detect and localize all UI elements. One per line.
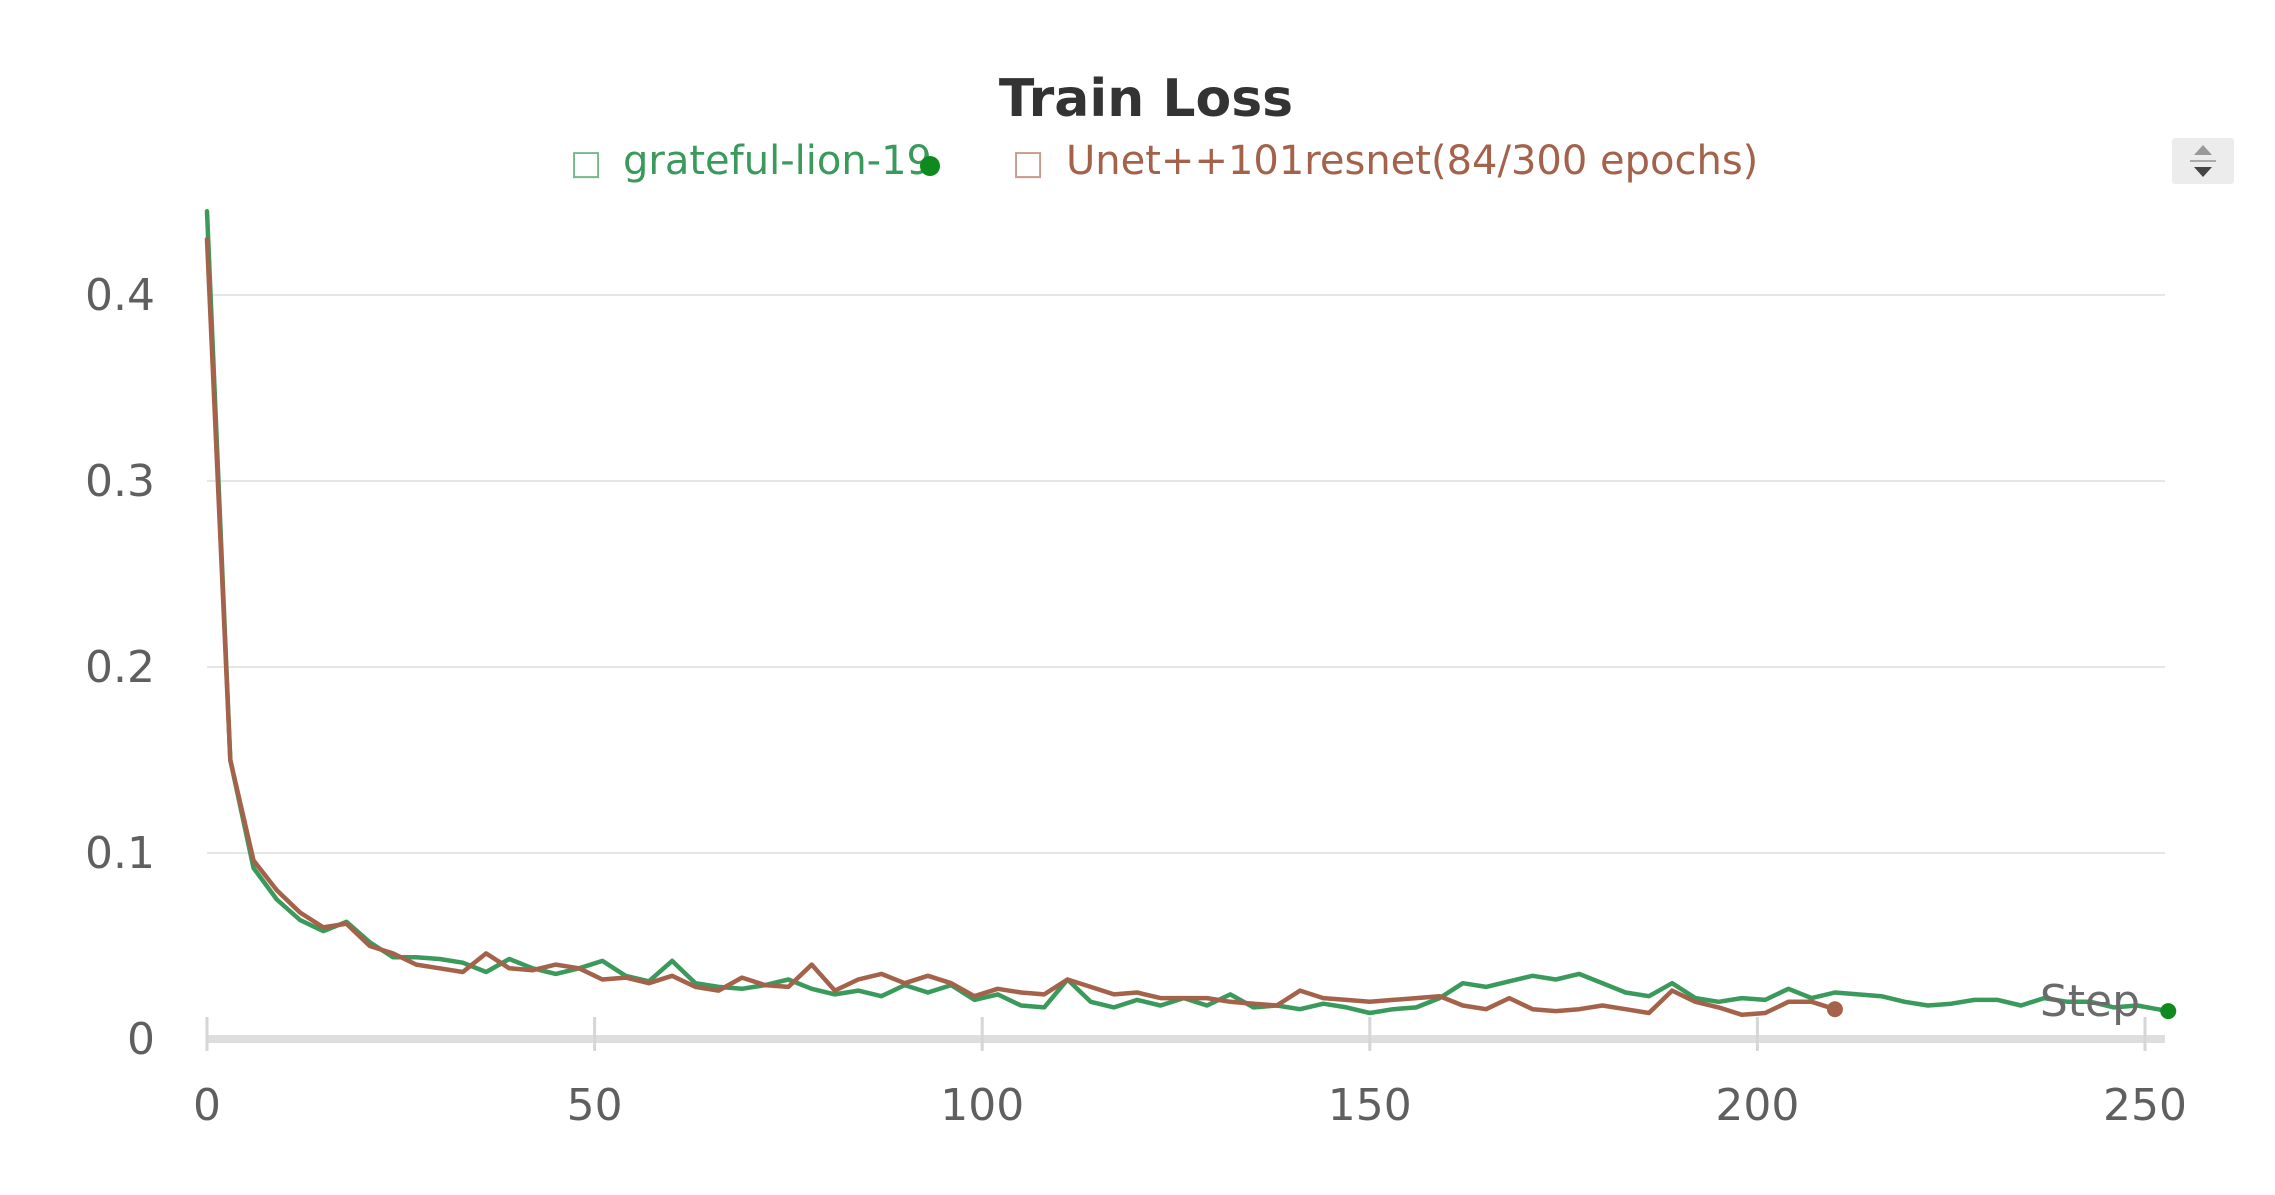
x-tick-label-2: 100 [940, 1080, 1024, 1131]
x-tick-label-1: 50 [567, 1080, 623, 1131]
y-tick-label-4: 0.4 [85, 270, 155, 321]
series-lines [204, 209, 2177, 1020]
x-tick-label-0: 0 [193, 1080, 221, 1131]
y-tick-label-3: 0.3 [85, 456, 155, 507]
legend-checkbox-icon-0[interactable]: □ [570, 143, 602, 183]
sort-arrows-icon [2190, 145, 2216, 177]
series-line-1 [204, 236, 1838, 1018]
x-tick-label-3: 150 [1328, 1080, 1412, 1131]
x-tick-label-5: 250 [2103, 1080, 2187, 1131]
series-end-marker-0 [2160, 1003, 2177, 1020]
legend-label-0[interactable]: grateful-lion-19 [623, 138, 932, 184]
grid-lines [207, 294, 2165, 854]
chart-title: Train Loss [999, 69, 1293, 129]
series-end-marker-1 [1826, 1001, 1843, 1018]
legend-scroll-button[interactable] [2172, 138, 2234, 184]
axes [205, 1017, 2165, 1051]
x-axis-label: Step [2040, 976, 2140, 1027]
x-tick-label-4: 200 [1715, 1080, 1799, 1131]
y-tick-label-2: 0.2 [85, 642, 155, 693]
legend-active-dot-icon [920, 156, 940, 176]
legend-label-1[interactable]: Unet++101resnet(84/300 epochs) [1066, 138, 1758, 184]
chart-text: 0 50 100 150 200 250 0 0.1 0.2 0.3 0.4 Step Train Lo… [85, 69, 2187, 1131]
y-tick-label-1: 0.1 [85, 828, 155, 879]
series-line-0 [204, 209, 2171, 1016]
y-tick-label-0: 0 [127, 1014, 155, 1065]
legend-checkbox-icon-1[interactable]: □ [1012, 143, 1044, 183]
